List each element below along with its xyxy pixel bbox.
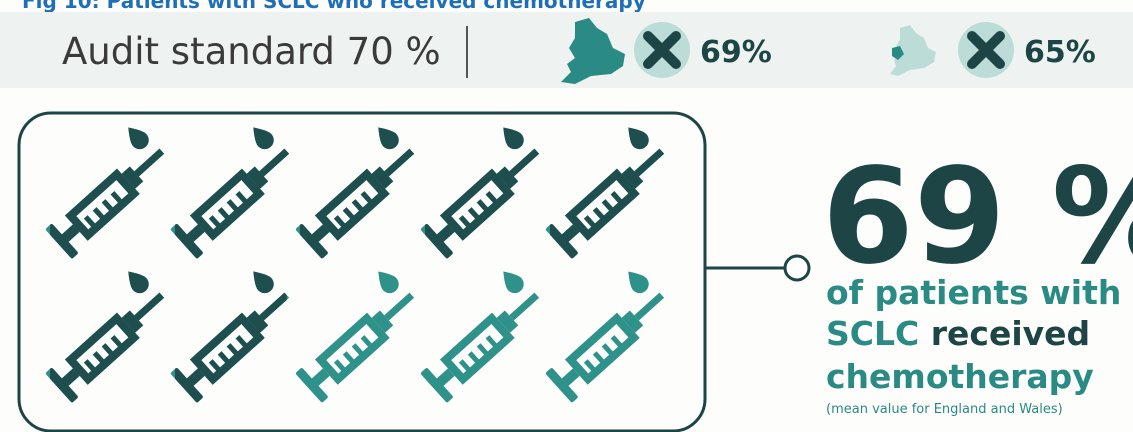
connector-dot	[783, 254, 811, 282]
syringe-icon	[31, 265, 176, 404]
note: (mean value for England and Wales)	[826, 402, 1063, 417]
syringe-filled-wrap	[175, 270, 287, 404]
figure-title: Fig 10: Patients with SCLC who received …	[22, 0, 646, 13]
description-line: chemotherapy	[826, 357, 1094, 396]
pictogram-box	[17, 111, 707, 432]
nation-result: 69%	[700, 35, 772, 70]
headline-value: 69 %	[822, 140, 1133, 294]
description-line: SCLC received	[826, 314, 1090, 353]
syringe-icon	[156, 265, 301, 404]
syringe-icon	[31, 121, 176, 260]
nation-result: 65%	[1024, 35, 1096, 70]
syringe-icon	[406, 265, 551, 404]
description-word: received	[931, 314, 1090, 353]
syringe-icon	[406, 121, 551, 260]
syringe-unfilled	[281, 265, 426, 404]
syringe-unfilled	[406, 265, 551, 404]
syringe-filled-wrap	[550, 126, 674, 260]
wales-map	[890, 25, 936, 76]
syringe-filled	[550, 126, 674, 260]
syringe-filled-wrap	[300, 126, 424, 260]
syringe-unfilled	[531, 265, 676, 404]
syringe-filled	[50, 270, 174, 404]
syringe-icon	[531, 265, 676, 404]
wales-highlight	[892, 46, 904, 60]
syringe-filled-wrap	[175, 126, 299, 260]
description-word: SCLC	[826, 314, 919, 353]
description-line: of patients with	[826, 273, 1121, 312]
syringe-icon	[281, 121, 426, 260]
syringe-icon	[531, 121, 676, 260]
syringe-filled	[425, 126, 549, 260]
syringe-filled-wrap	[50, 126, 174, 260]
audit-standard: Audit standard 70 %	[62, 30, 441, 73]
syringe-filled-wrap	[50, 270, 174, 404]
syringe-filled	[175, 126, 299, 260]
cross-icon	[967, 31, 1005, 69]
cross-icon	[643, 31, 681, 69]
england-map	[561, 18, 625, 84]
top-band	[0, 12, 1133, 88]
syringe-filled	[300, 126, 424, 260]
syringe-filled	[50, 126, 174, 260]
syringe-icon	[281, 265, 426, 404]
syringe-filled-wrap	[425, 126, 549, 260]
syringe-filled	[175, 270, 287, 404]
syringe-icon	[156, 121, 301, 260]
